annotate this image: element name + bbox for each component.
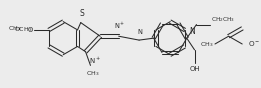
Text: N$^+$: N$^+$	[114, 21, 125, 31]
Text: N: N	[190, 27, 195, 36]
Text: CH$_3$: CH$_3$	[8, 24, 22, 33]
Text: OCH$_3$: OCH$_3$	[14, 25, 32, 34]
Text: N$^+$: N$^+$	[88, 56, 100, 66]
Text: N: N	[138, 29, 143, 35]
Text: O: O	[28, 27, 33, 33]
Text: O$^-$: O$^-$	[248, 40, 260, 48]
Text: CH$_3$: CH$_3$	[200, 40, 213, 49]
Text: CH$_2$CH$_3$: CH$_2$CH$_3$	[211, 15, 235, 24]
Text: S: S	[79, 9, 84, 18]
Text: CH$_3$: CH$_3$	[86, 69, 99, 78]
Text: OH: OH	[189, 66, 200, 72]
